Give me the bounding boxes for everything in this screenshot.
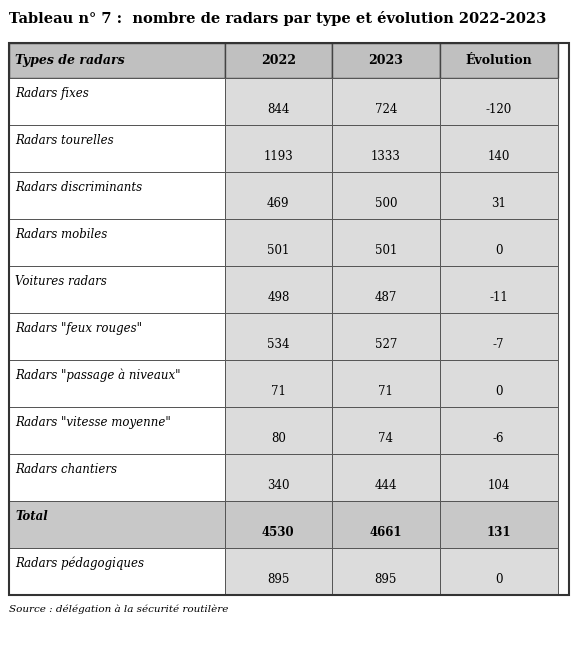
- Bar: [332, 313, 440, 360]
- Text: 71: 71: [271, 385, 286, 398]
- Bar: [225, 548, 332, 595]
- Bar: [225, 125, 332, 172]
- Text: 71: 71: [378, 385, 393, 398]
- Bar: [440, 43, 558, 78]
- Bar: [225, 78, 332, 125]
- Bar: [332, 501, 440, 548]
- Bar: [9, 407, 225, 454]
- Bar: [225, 266, 332, 313]
- Text: 140: 140: [488, 150, 510, 163]
- Text: Radars fixes: Radars fixes: [15, 87, 89, 100]
- Bar: [332, 360, 440, 407]
- Bar: [440, 548, 558, 595]
- Text: 444: 444: [374, 479, 397, 492]
- Bar: [440, 454, 558, 501]
- Text: Radars discriminants: Radars discriminants: [15, 181, 142, 194]
- Bar: [225, 501, 332, 548]
- Text: 0: 0: [495, 385, 502, 398]
- Bar: [440, 313, 558, 360]
- Text: 534: 534: [267, 338, 290, 351]
- Text: Tableau n° 7 :  nombre de radars par type et évolution 2022-2023: Tableau n° 7 : nombre de radars par type…: [9, 11, 546, 25]
- Text: 487: 487: [375, 291, 397, 304]
- Bar: [440, 219, 558, 266]
- Bar: [9, 78, 225, 125]
- Text: 501: 501: [267, 244, 290, 257]
- Text: Source : délégation à la sécurité routilère: Source : délégation à la sécurité routil…: [9, 604, 228, 614]
- Bar: [225, 172, 332, 219]
- Text: 498: 498: [267, 291, 290, 304]
- Text: 895: 895: [375, 573, 397, 586]
- Text: 80: 80: [271, 432, 286, 445]
- Text: Évolution: Évolution: [465, 54, 532, 67]
- Text: 469: 469: [267, 197, 290, 210]
- Text: 844: 844: [267, 103, 290, 116]
- Text: 2022: 2022: [261, 54, 296, 67]
- Bar: [9, 266, 225, 313]
- Text: -6: -6: [493, 432, 505, 445]
- Text: Radars "passage à niveaux": Radars "passage à niveaux": [15, 369, 180, 382]
- Bar: [9, 360, 225, 407]
- Bar: [332, 219, 440, 266]
- Bar: [9, 454, 225, 501]
- Text: -11: -11: [489, 291, 508, 304]
- Bar: [9, 548, 225, 595]
- Bar: [9, 501, 225, 548]
- Text: Radars chantiers: Radars chantiers: [15, 463, 117, 476]
- Text: Radars "feux rouges": Radars "feux rouges": [15, 322, 142, 335]
- Bar: [332, 266, 440, 313]
- Text: 2023: 2023: [369, 54, 404, 67]
- Text: 527: 527: [375, 338, 397, 351]
- Text: -7: -7: [493, 338, 505, 351]
- Text: 340: 340: [267, 479, 290, 492]
- Text: Radars "vitesse moyenne": Radars "vitesse moyenne": [15, 416, 171, 429]
- Text: Radars mobiles: Radars mobiles: [15, 228, 107, 241]
- Bar: [9, 172, 225, 219]
- Text: 724: 724: [375, 103, 397, 116]
- Bar: [440, 172, 558, 219]
- Text: 131: 131: [486, 526, 511, 539]
- Text: 500: 500: [374, 197, 397, 210]
- Bar: [332, 407, 440, 454]
- Bar: [225, 360, 332, 407]
- Bar: [440, 266, 558, 313]
- Text: 74: 74: [378, 432, 394, 445]
- Bar: [9, 313, 225, 360]
- Bar: [9, 125, 225, 172]
- Text: 501: 501: [375, 244, 397, 257]
- Text: 4661: 4661: [370, 526, 402, 539]
- Bar: [225, 407, 332, 454]
- Bar: [440, 407, 558, 454]
- Bar: [9, 219, 225, 266]
- Bar: [225, 219, 332, 266]
- Bar: [225, 313, 332, 360]
- Bar: [440, 501, 558, 548]
- Text: Radars pédagogiques: Radars pédagogiques: [15, 557, 144, 570]
- Text: 895: 895: [267, 573, 290, 586]
- Text: 104: 104: [488, 479, 510, 492]
- Bar: [332, 172, 440, 219]
- Bar: [440, 125, 558, 172]
- Bar: [440, 360, 558, 407]
- Bar: [225, 43, 332, 78]
- Text: 0: 0: [495, 244, 502, 257]
- Bar: [225, 454, 332, 501]
- Bar: [332, 78, 440, 125]
- Text: Types de radars: Types de radars: [15, 54, 124, 67]
- Bar: [332, 43, 440, 78]
- Text: 1193: 1193: [263, 150, 293, 163]
- Text: Voitures radars: Voitures radars: [15, 275, 107, 288]
- Bar: [9, 43, 225, 78]
- Text: 31: 31: [491, 197, 506, 210]
- Text: 1333: 1333: [371, 150, 401, 163]
- Bar: [9, 43, 569, 595]
- Text: 0: 0: [495, 573, 502, 586]
- Text: -120: -120: [485, 103, 512, 116]
- Bar: [440, 78, 558, 125]
- Text: Radars tourelles: Radars tourelles: [15, 134, 114, 147]
- Bar: [332, 454, 440, 501]
- Text: 4530: 4530: [262, 526, 295, 539]
- Bar: [332, 125, 440, 172]
- Text: Total: Total: [15, 510, 48, 523]
- Bar: [332, 548, 440, 595]
